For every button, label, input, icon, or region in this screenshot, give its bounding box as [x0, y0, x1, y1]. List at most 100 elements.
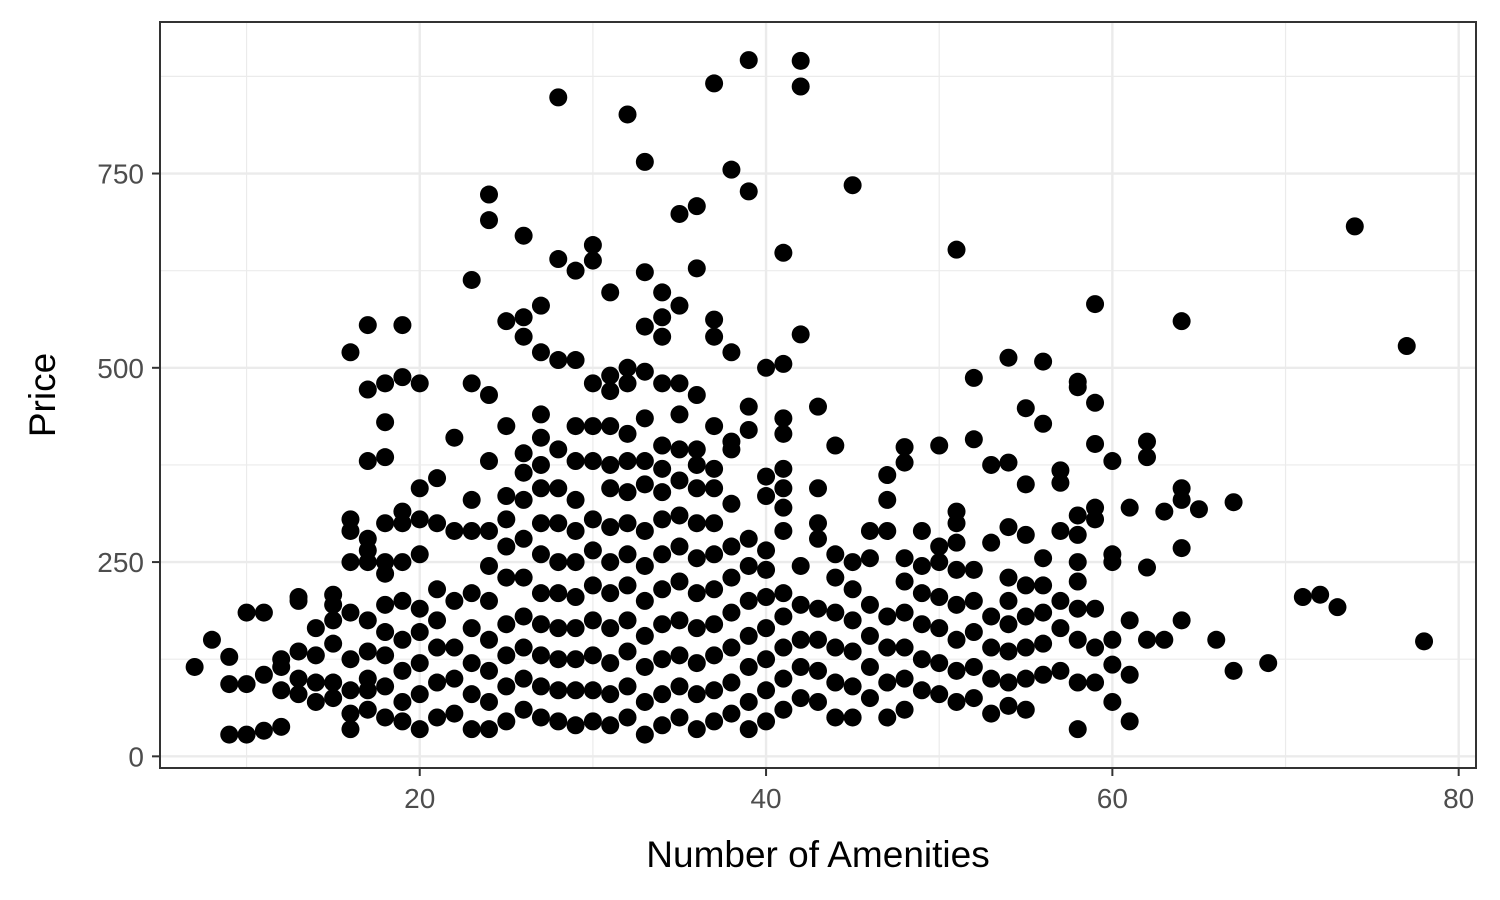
data-point	[843, 708, 862, 727]
data-point	[982, 455, 1001, 474]
x-tick-label: 80	[1443, 783, 1474, 814]
data-point	[705, 681, 724, 700]
data-points	[185, 51, 1434, 744]
data-point	[341, 553, 360, 572]
data-point	[410, 720, 429, 739]
data-point	[393, 630, 412, 649]
data-point	[739, 420, 758, 439]
data-point	[722, 673, 741, 692]
data-point	[774, 409, 793, 428]
data-point	[358, 316, 377, 335]
data-point	[306, 646, 325, 665]
data-point	[947, 240, 966, 259]
data-point	[895, 638, 914, 657]
data-point	[791, 51, 810, 70]
data-point	[635, 521, 654, 540]
minor-gridlines	[160, 22, 1476, 768]
data-point	[826, 708, 845, 727]
data-point	[462, 490, 481, 509]
data-point	[462, 619, 481, 638]
data-point	[687, 514, 706, 533]
data-point	[601, 654, 620, 673]
data-point	[410, 479, 429, 498]
data-point	[739, 692, 758, 711]
data-point	[1311, 585, 1330, 604]
data-point	[722, 160, 741, 179]
y-tick-label: 750	[97, 159, 144, 190]
data-point	[497, 487, 516, 506]
data-point	[774, 498, 793, 517]
data-point	[809, 692, 827, 711]
y-tick-label: 500	[97, 353, 144, 384]
data-point	[549, 650, 568, 669]
data-point	[705, 479, 724, 498]
data-point	[635, 152, 654, 171]
data-point	[1224, 493, 1243, 512]
data-point	[583, 576, 602, 595]
data-point	[964, 560, 983, 579]
data-point	[514, 607, 533, 626]
data-point	[497, 646, 516, 665]
data-point	[445, 591, 464, 610]
data-point	[809, 661, 827, 680]
data-point	[531, 343, 550, 362]
data-point	[809, 479, 827, 498]
data-point	[964, 623, 983, 642]
data-point	[635, 263, 654, 282]
data-point	[566, 417, 585, 436]
data-point	[1120, 712, 1139, 731]
x-axis-tick-labels: 20 40 60 80	[404, 783, 1474, 814]
y-tick-label: 0	[128, 741, 144, 772]
data-point	[1016, 638, 1035, 657]
data-point	[635, 362, 654, 381]
data-point	[895, 700, 914, 719]
data-point	[1051, 473, 1070, 492]
data-point	[531, 455, 550, 474]
data-point	[878, 466, 897, 485]
data-point	[791, 77, 810, 96]
data-point	[445, 704, 464, 723]
data-point	[445, 521, 464, 540]
data-point	[843, 176, 862, 195]
data-point	[947, 595, 966, 614]
data-point	[722, 343, 741, 362]
data-point	[549, 250, 568, 269]
data-point	[1034, 634, 1053, 653]
data-point	[774, 521, 793, 540]
data-point	[670, 611, 689, 630]
data-point	[566, 681, 585, 700]
data-point	[982, 607, 1001, 626]
data-point	[826, 673, 845, 692]
data-point	[791, 630, 810, 649]
data-point	[947, 502, 966, 521]
data-point	[1172, 539, 1191, 558]
data-point	[237, 603, 256, 622]
data-point	[860, 549, 879, 568]
data-point	[324, 673, 343, 692]
data-point	[618, 424, 637, 443]
data-point	[1051, 591, 1070, 610]
data-point	[739, 657, 758, 676]
data-point	[843, 611, 862, 630]
x-axis-title: Number of Amenities	[646, 834, 989, 875]
data-point	[791, 556, 810, 575]
data-point	[1068, 630, 1087, 649]
data-point	[653, 580, 672, 599]
data-point	[480, 185, 498, 204]
data-point	[289, 642, 308, 661]
data-point	[705, 417, 724, 436]
data-point	[895, 453, 914, 472]
data-point	[601, 553, 620, 572]
data-point	[670, 374, 689, 393]
x-tick-label: 40	[750, 783, 781, 814]
data-point	[549, 553, 568, 572]
data-point	[912, 556, 931, 575]
data-point	[237, 725, 256, 744]
data-point	[999, 518, 1018, 537]
y-tick-label: 250	[97, 547, 144, 578]
data-point	[1068, 720, 1087, 739]
data-point	[1155, 502, 1174, 521]
data-point	[480, 630, 498, 649]
data-point	[272, 650, 291, 669]
data-point	[1103, 452, 1122, 471]
